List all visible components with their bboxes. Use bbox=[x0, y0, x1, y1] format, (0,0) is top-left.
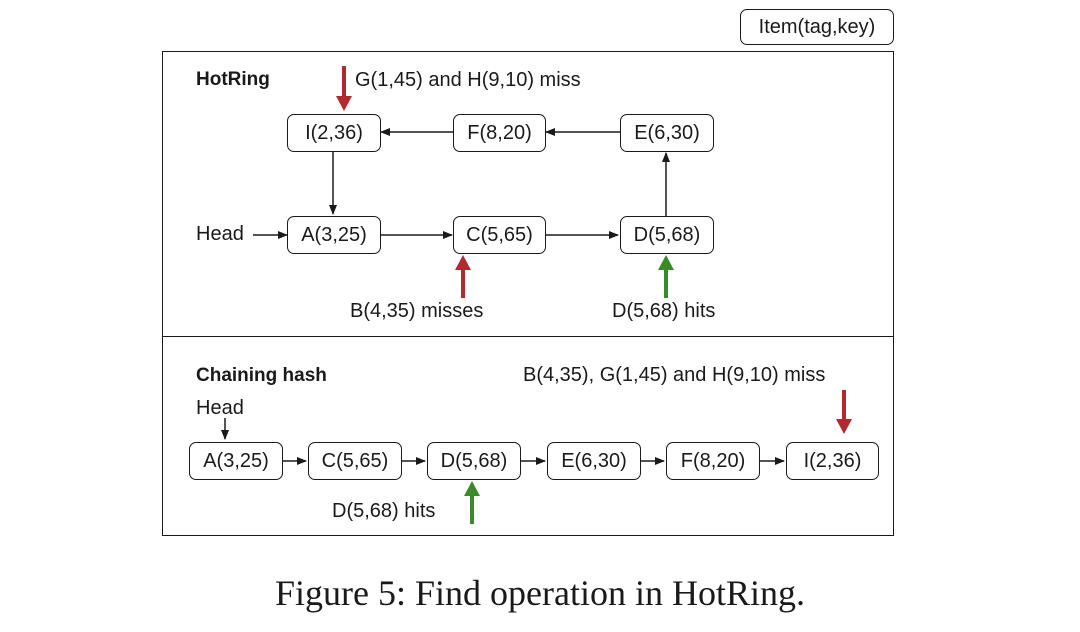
miss-arrow-top-head bbox=[336, 96, 352, 111]
legend-label: Item(tag,key) bbox=[758, 15, 876, 38]
miss-arrow-c-head bbox=[455, 255, 471, 270]
chain-node-e: E(6,30) bbox=[547, 442, 641, 480]
chaining-miss-label: B(4,35), G(1,45) and H(9,10) miss bbox=[523, 364, 826, 386]
hotring-miss-top-label: G(1,45) and H(9,10) miss bbox=[355, 69, 581, 91]
chaining-title: Chaining hash bbox=[196, 365, 327, 386]
hotring-panel bbox=[162, 51, 894, 338]
legend-item-box: Item(tag,key) bbox=[740, 9, 894, 45]
chain-node-a: A(3,25) bbox=[189, 442, 283, 480]
chain-node-c: C(5,65) bbox=[308, 442, 402, 480]
hotring-node-e: E(6,30) bbox=[620, 114, 714, 152]
chaining-hash-panel bbox=[162, 336, 894, 536]
chaining-hit-label: D(5,68) hits bbox=[332, 500, 436, 522]
chain-miss-arrow-head bbox=[836, 419, 852, 434]
chain-node-f: F(8,20) bbox=[666, 442, 760, 480]
hotring-head-label: Head bbox=[196, 223, 244, 245]
hotring-node-a: A(3,25) bbox=[287, 216, 381, 254]
figure-caption: Figure 5: Find operation in HotRing. bbox=[275, 573, 805, 613]
hotring-node-i: I(2,36) bbox=[287, 114, 381, 152]
hotring-hit-label: D(5,68) hits bbox=[612, 300, 716, 322]
hotring-node-d: D(5,68) bbox=[620, 216, 714, 254]
chaining-head-label: Head bbox=[196, 397, 244, 419]
chain-node-i: I(2,36) bbox=[786, 442, 879, 480]
hotring-node-f: F(8,20) bbox=[453, 114, 546, 152]
hotring-node-c: C(5,65) bbox=[453, 216, 546, 254]
hotring-miss-bottom-label: B(4,35) misses bbox=[350, 300, 484, 322]
hit-arrow-d-head bbox=[658, 255, 674, 270]
chain-hit-arrow-head bbox=[464, 481, 480, 496]
hotring-title: HotRing bbox=[196, 69, 270, 90]
chain-node-d: D(5,68) bbox=[427, 442, 521, 480]
